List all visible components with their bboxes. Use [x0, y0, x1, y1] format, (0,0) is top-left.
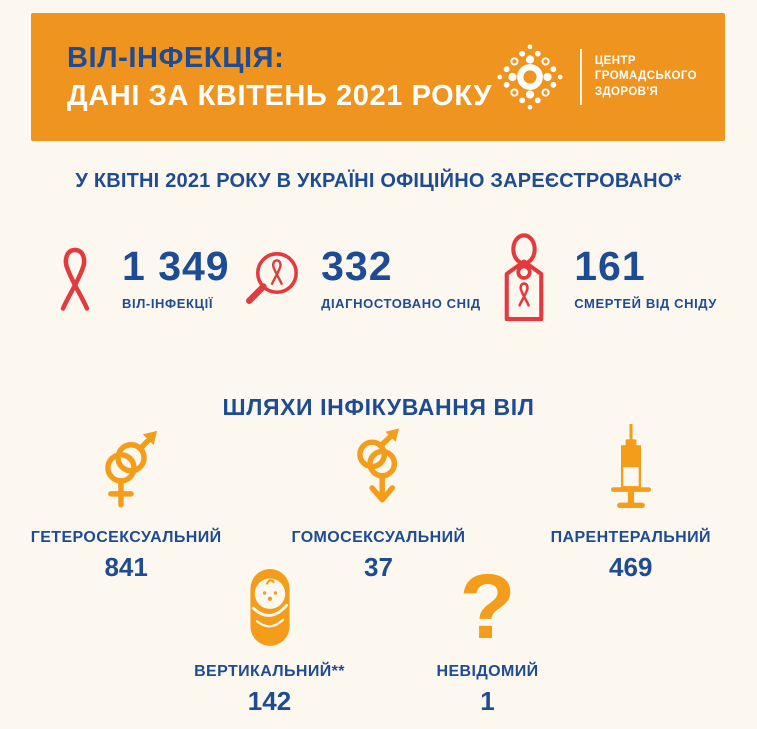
path-label: ГОМОСЕКСУАЛЬНИЙ [291, 529, 466, 546]
stat-aids-deaths: 161 СМЕРТЕЙ ВІД СНІДУ [491, 232, 717, 324]
subtitle-bold: КВІТНІ 2021 РОКУ [88, 170, 271, 192]
phc-logo: ЦЕНТР ГРОМАДСЬКОГО ЗДОРОВ'Я [493, 40, 697, 114]
header-banner: ВІЛ-ІНФЕКЦІЯ: ДАНІ ЗА КВІТЕНЬ 2021 РОКУ … [31, 13, 725, 141]
awareness-ribbon-icon [60, 247, 90, 311]
magnifier-ribbon-icon [246, 252, 299, 304]
path-value: 1 [480, 686, 495, 716]
stat-value: 332 [321, 242, 393, 289]
phc-logo-mark-icon [497, 44, 563, 110]
logo-text-line2: ГРОМАДСЬКОГО [594, 70, 697, 83]
stat-value: 161 [574, 242, 646, 289]
path-label: НЕВІДОМИЙ [436, 663, 539, 680]
title-line-2: ДАНІ ЗА КВІТЕНЬ 2021 РОКУ [67, 80, 492, 112]
path-label: ВЕРТИКАЛЬНИЙ** [194, 663, 345, 680]
stats-row: 1 349 ВІЛ-ІНФЕКЦІЇ 332 ДІАГНОСТОВАНО СНІ… [45, 228, 717, 328]
syringe-icon [610, 424, 651, 509]
question-mark-icon: ? [459, 556, 516, 658]
stat-label: ДІАГНОСТОВАНО СНІД [321, 295, 481, 311]
subtitle-suffix: В УКРАЇНІ ОФІЦІЙНО ЗАРЕЄСТРОВАНО* [270, 170, 682, 192]
path-heterosexual: ГЕТЕРОСЕКСУАЛЬНИЙ 841 [0, 420, 252, 583]
title-line-1: ВІЛ-ІНФЕКЦІЯ: [67, 42, 285, 74]
section-title: ШЛЯХИ ІНФІКУВАННЯ ВІЛ [222, 394, 535, 421]
logo-text: ЦЕНТР ГРОМАДСЬКОГО ЗДОРОВ'Я [595, 54, 697, 101]
path-homosexual: ГОМОСЕКСУАЛЬНИЙ 37 [252, 420, 504, 583]
stat-aids-diagnosed: 332 ДІАГНОСТОВАНО СНІД [240, 242, 481, 311]
logo-text-line1: ЦЕНТР [594, 54, 636, 67]
subtitle: У КВІТНІ 2021 РОКУ В УКРАЇНІ ОФІЦІЙНО ЗА… [0, 170, 757, 193]
path-parenteral: ПАРЕНТЕРАЛЬНИЙ 469 [505, 420, 757, 583]
homosexual-icon [357, 428, 400, 503]
path-vertical: ВЕРТИКАЛЬНИЙ** 142 [165, 557, 375, 717]
stat-hiv-infections: 1 349 ВІЛ-ІНФЕКЦІЇ [45, 244, 230, 313]
paths-row-1: ГЕТЕРОСЕКСУАЛЬНИЙ 841 ГОМОСЕКСУАЛЬНИЙ 37 [0, 420, 757, 583]
path-unknown: ? НЕВІДОМИЙ 1 [383, 557, 593, 717]
stat-label: СМЕРТЕЙ ВІД СНІДУ [574, 295, 717, 311]
path-value: 37 [363, 552, 393, 582]
logo-divider [579, 49, 582, 105]
path-value: 142 [247, 686, 292, 716]
path-label: ПАРЕНТЕРАЛЬНИЙ [550, 529, 711, 546]
stat-value: 1 349 [122, 242, 230, 289]
baby-icon [249, 569, 290, 646]
path-value: 841 [104, 552, 148, 582]
path-value: 469 [609, 552, 653, 582]
heterosexual-icon [105, 430, 158, 508]
subtitle-prefix: У [75, 170, 89, 192]
path-label: ГЕТЕРОСЕКСУАЛЬНИЙ [30, 529, 222, 546]
logo-text-line3: ЗДОРОВ'Я [594, 85, 659, 98]
death-tag-ribbon-icon [504, 233, 544, 322]
stat-label: ВІЛ-ІНФЕКЦІЇ [122, 295, 214, 311]
page-title: ВІЛ-ІНФЕКЦІЯ: ДАНІ ЗА КВІТЕНЬ 2021 РОКУ [67, 39, 492, 115]
paths-row-2: ВЕРТИКАЛЬНИЙ** 142 ? НЕВІДОМИЙ 1 [0, 557, 757, 717]
